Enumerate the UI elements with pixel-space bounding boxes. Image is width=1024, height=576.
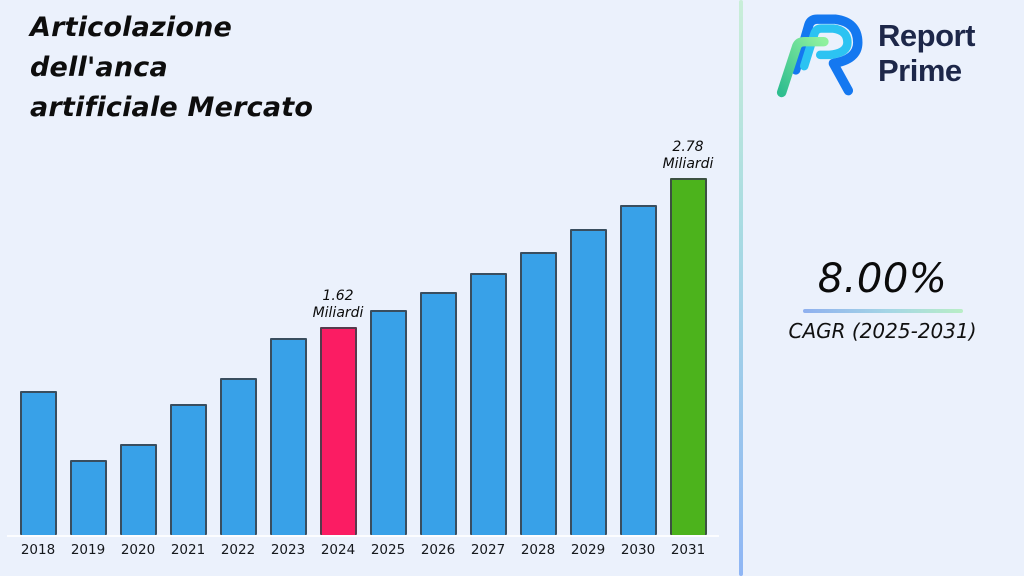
x-axis-label-2026: 2026 xyxy=(420,542,456,558)
bar-2026 xyxy=(419,292,457,535)
report-prime-logo: Report Prime xyxy=(776,8,975,98)
bar-2022 xyxy=(219,378,257,535)
bar-2019 xyxy=(69,460,107,535)
cagr-value: 8.00% xyxy=(817,256,948,302)
bar-group-2028: 2028 xyxy=(513,175,563,558)
bar-group-2031: 2031 2.78 Miliardi xyxy=(663,139,714,558)
bar-annotation-2024: 1.62 Miliardi xyxy=(313,288,364,321)
bar-group-2029: 2029 xyxy=(563,175,613,558)
x-axis-label-2030: 2030 xyxy=(620,542,656,558)
x-axis-label-2027: 2027 xyxy=(470,542,506,558)
bar-group-2025: 2025 xyxy=(363,175,413,558)
annotation-value: 2.78 xyxy=(672,139,704,155)
bar-2031 xyxy=(669,178,707,535)
x-axis-label-2029: 2029 xyxy=(570,542,606,558)
bar-group-2021: 2021 xyxy=(163,175,213,558)
bar-2025 xyxy=(369,310,407,535)
x-axis-label-2024: 2024 xyxy=(320,542,356,558)
cagr-label: CAGR (2025-2031) xyxy=(788,319,977,343)
page-title-line: artificiale Mercato xyxy=(30,92,314,123)
annotation-unit: Miliardi xyxy=(662,155,714,172)
cagr-underline xyxy=(802,309,963,313)
bar-2027 xyxy=(469,273,507,535)
page-title-line: dell'anca xyxy=(30,52,168,83)
x-axis-label-2031: 2031 xyxy=(670,542,706,558)
bar-2021 xyxy=(169,404,207,535)
bar-group-2026: 2026 xyxy=(413,175,463,558)
bar-annotation-2031: 2.78 Miliardi xyxy=(663,139,714,172)
bar-group-2019: 2019 xyxy=(63,175,113,558)
bar-2023 xyxy=(269,338,307,535)
x-axis-label-2018: 2018 xyxy=(20,542,56,558)
bar-2029 xyxy=(569,229,607,535)
cagr-callout: 8.00% CAGR (2025-2031) xyxy=(745,256,1020,343)
x-axis-label-2023: 2023 xyxy=(270,542,306,558)
x-axis-label-2020: 2020 xyxy=(120,542,156,558)
bar-group-2018: 2018 xyxy=(13,175,63,558)
x-axis-label-2022: 2022 xyxy=(220,542,256,558)
bar-chart: 2018 2019 2020 2021 2022 2023 2024 1.62 Miliardi… xyxy=(7,139,719,558)
bar-group-2023: 2023 xyxy=(263,175,313,558)
x-axis-label-2025: 2025 xyxy=(370,542,406,558)
bar-2030 xyxy=(619,205,657,535)
bar-2024 xyxy=(319,327,357,535)
x-axis-label-2028: 2028 xyxy=(520,542,556,558)
vertical-divider xyxy=(739,0,743,576)
bar-2018 xyxy=(19,391,57,535)
bar-group-2022: 2022 xyxy=(213,175,263,558)
brand-name-line2: Prime xyxy=(878,53,962,88)
brand-name: Report Prime xyxy=(878,18,975,88)
page-title: Articolazione dell'anca artificiale Merc… xyxy=(30,8,313,128)
bar-2020 xyxy=(119,444,157,535)
page-title-line: Articolazione xyxy=(30,12,233,43)
annotation-value: 1.62 xyxy=(322,288,354,304)
bar-group-2020: 2020 xyxy=(113,175,163,558)
x-axis-label-2021: 2021 xyxy=(170,542,206,558)
bar-group-2027: 2027 xyxy=(463,175,513,558)
x-axis-label-2019: 2019 xyxy=(70,542,106,558)
annotation-unit: Miliardi xyxy=(312,304,364,321)
bar-2028 xyxy=(519,252,557,535)
report-prime-logo-icon xyxy=(776,14,863,98)
brand-name-line1: Report xyxy=(878,18,975,53)
bar-group-2024: 2024 1.62 Miliardi xyxy=(313,175,364,558)
bar-group-2030: 2030 xyxy=(613,175,663,558)
